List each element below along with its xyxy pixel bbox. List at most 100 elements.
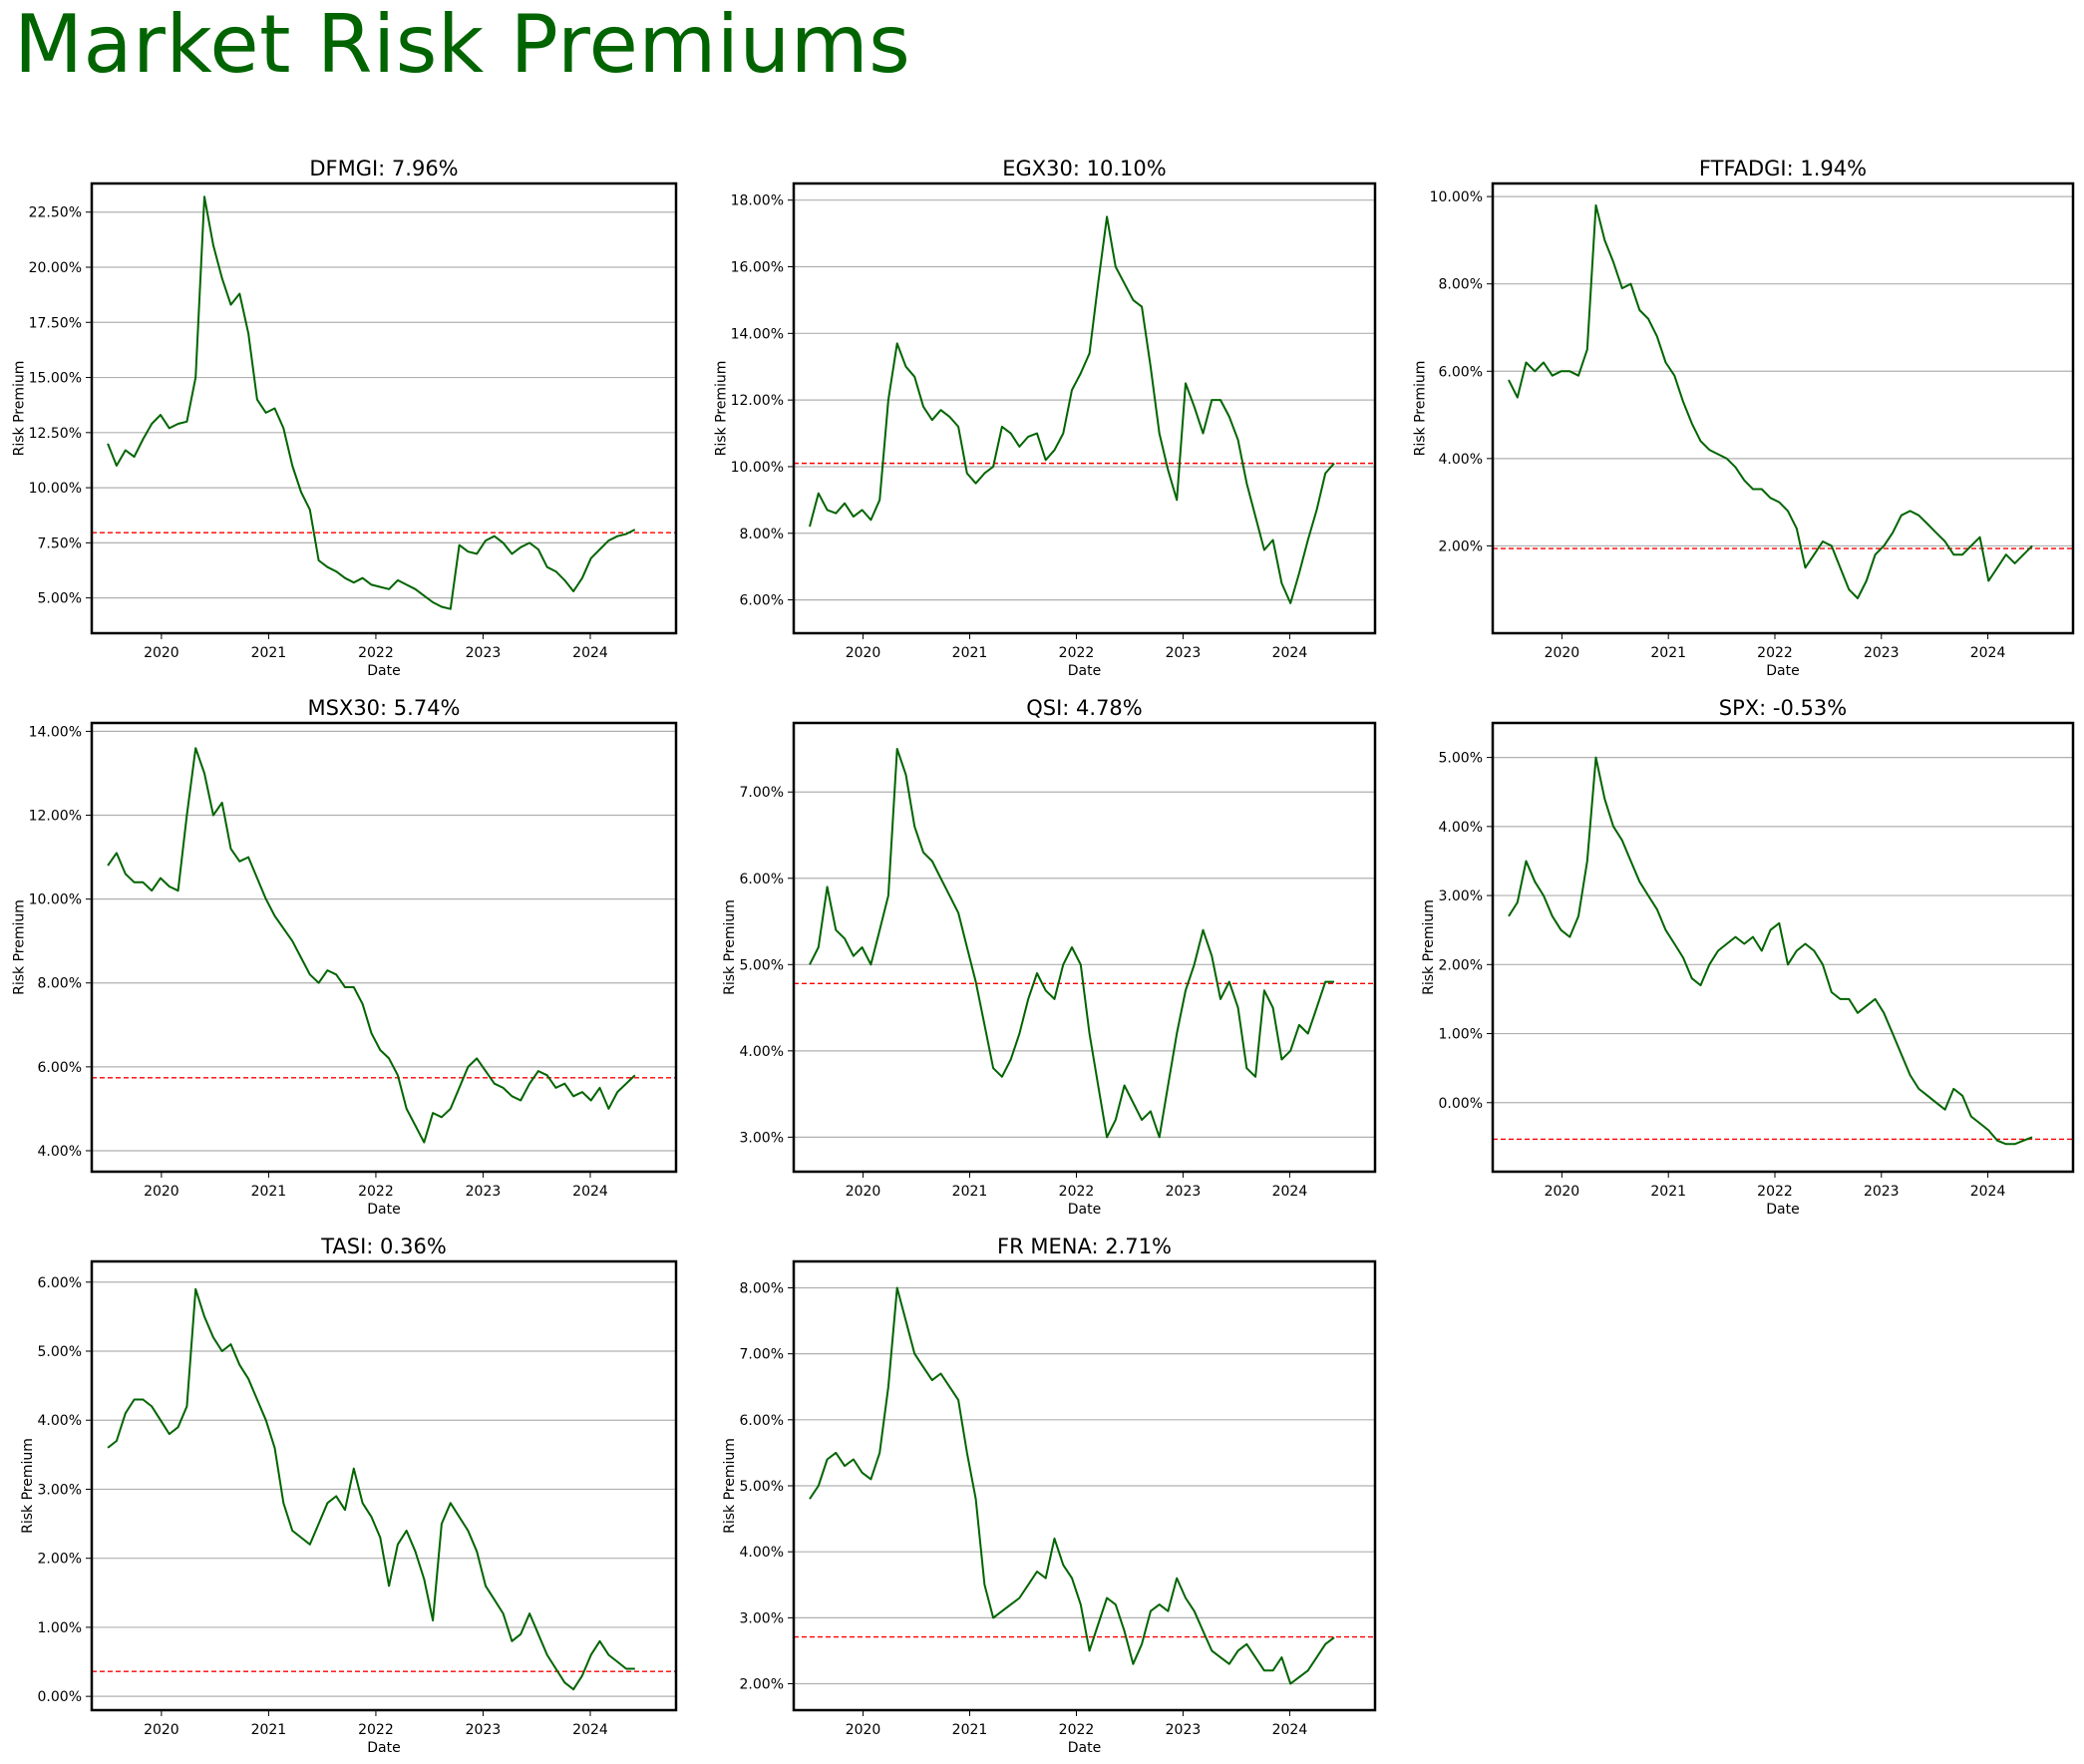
axes-frame <box>90 1259 678 1712</box>
x-axis-label: Date <box>367 1202 400 1218</box>
x-tick-label: 2020 <box>846 1184 881 1200</box>
series-line <box>107 747 636 1144</box>
x-tick-label: 2021 <box>1650 1184 1686 1200</box>
y-tick-label: 10.00% <box>29 892 82 908</box>
y-tick-label: 3.00% <box>1439 888 1483 904</box>
chart-panel: 5.00% 7.50% 10.00% 12.50% 15.00% 17.50% 20.00%… <box>12 157 678 679</box>
x-axis-label: Date <box>367 663 400 679</box>
y-tick-label: 0.00% <box>38 1689 82 1705</box>
y-tick-label: 4.00% <box>38 1144 82 1160</box>
y-tick-label: 4.00% <box>38 1413 82 1429</box>
x-tick-label: 2024 <box>572 1184 608 1200</box>
chart-panel: 0.00% 1.00% 2.00% 3.00% 4.00% 5.00% 2020 2021 20… <box>1421 696 2075 1218</box>
y-axis-label: Risk Premium <box>12 361 28 457</box>
y-axis-label: Risk Premium <box>1413 361 1429 457</box>
chart-panel: 2.00% 3.00% 4.00% 5.00% 6.00% 7.00% 8.00% 2020 2… <box>722 1235 1377 1756</box>
y-tick-label: 20.00% <box>29 260 82 276</box>
x-tick-label: 2023 <box>1864 1184 1900 1200</box>
x-axis-label: Date <box>1068 1202 1101 1218</box>
x-tick-label: 2020 <box>144 645 179 661</box>
y-tick-label: 6.00% <box>38 1060 82 1076</box>
y-tick-label: 8.00% <box>38 976 82 992</box>
y-tick-label: 6.00% <box>740 872 784 887</box>
x-tick-label: 2020 <box>144 1184 179 1200</box>
y-tick-label: 5.00% <box>38 591 82 607</box>
chart-title: DFMGI: 7.96% <box>309 157 458 180</box>
y-axis-label: Risk Premium <box>12 899 28 995</box>
y-tick-label: 17.50% <box>29 315 82 331</box>
chart-title: FR MENA: 2.71% <box>997 1235 1172 1258</box>
x-tick-label: 2024 <box>572 645 608 661</box>
x-tick-label: 2024 <box>1272 1184 1308 1200</box>
y-tick-label: 2.00% <box>1439 538 1483 554</box>
y-tick-label: 4.00% <box>740 1044 784 1060</box>
x-tick-label: 2021 <box>952 1722 988 1738</box>
axes-frame <box>1491 721 2075 1174</box>
x-tick-label: 2023 <box>1166 1184 1202 1200</box>
series-line <box>1508 203 2033 599</box>
y-tick-label: 5.00% <box>38 1344 82 1360</box>
x-axis-label: Date <box>1068 663 1101 679</box>
y-tick-label: 4.00% <box>740 1545 784 1561</box>
x-tick-label: 2024 <box>572 1722 608 1738</box>
chart-panel: 4.00% 6.00% 8.00% 10.00% 12.00% 14.00% 2020 202… <box>12 696 678 1218</box>
y-axis-label: Risk Premium <box>20 1438 36 1534</box>
x-tick-label: 2020 <box>846 1722 881 1738</box>
y-tick-label: 2.00% <box>1439 957 1483 973</box>
x-tick-label: 2023 <box>1166 645 1202 661</box>
x-tick-label: 2023 <box>1864 645 1900 661</box>
y-tick-label: 8.00% <box>1439 277 1483 293</box>
x-tick-label: 2022 <box>358 1184 394 1200</box>
y-tick-label: 14.00% <box>29 724 82 740</box>
axes-frame <box>792 1259 1377 1712</box>
y-tick-label: 16.00% <box>731 260 784 276</box>
y-tick-label: 3.00% <box>740 1610 784 1626</box>
y-tick-label: 5.00% <box>740 957 784 973</box>
y-tick-label: 2.00% <box>740 1677 784 1693</box>
x-tick-label: 2024 <box>1272 1722 1308 1738</box>
x-tick-label: 2020 <box>846 645 881 661</box>
y-tick-label: 5.00% <box>740 1479 784 1495</box>
y-tick-label: 6.00% <box>1439 364 1483 380</box>
axes-frame <box>1491 181 2075 635</box>
axes-frame <box>792 721 1377 1174</box>
x-tick-label: 2024 <box>1970 645 2006 661</box>
x-tick-label: 2022 <box>1059 645 1095 661</box>
y-tick-label: 10.00% <box>29 481 82 497</box>
y-tick-label: 7.00% <box>740 1347 784 1363</box>
series-line <box>1508 756 2033 1146</box>
x-tick-label: 2024 <box>1970 1184 2006 1200</box>
x-axis-label: Date <box>1068 1740 1101 1756</box>
y-axis-label: Risk Premium <box>1421 899 1437 995</box>
y-tick-label: 10.00% <box>1430 189 1483 205</box>
x-tick-label: 2021 <box>251 1184 287 1200</box>
x-tick-label: 2021 <box>251 645 287 661</box>
y-tick-label: 0.00% <box>1439 1096 1483 1112</box>
chart-title: QSI: 4.78% <box>1026 696 1143 720</box>
x-tick-label: 2020 <box>1545 645 1580 661</box>
x-tick-label: 2023 <box>466 645 502 661</box>
y-tick-label: 8.00% <box>740 1280 784 1296</box>
series-line <box>107 1287 635 1691</box>
y-tick-label: 7.00% <box>740 785 784 801</box>
chart-title: MSX30: 5.74% <box>307 696 460 720</box>
y-tick-label: 14.00% <box>731 326 784 342</box>
y-tick-label: 7.50% <box>38 535 82 551</box>
x-tick-label: 2020 <box>144 1722 179 1738</box>
chart-panel: 6.00% 8.00% 10.00% 12.00% 14.00% 16.00% 18.00%… <box>714 157 1377 679</box>
x-tick-label: 2022 <box>1059 1722 1095 1738</box>
chart-panel: 2.00% 4.00% 6.00% 8.00% 10.00% 2020 2021 2022 20… <box>1413 157 2075 679</box>
y-tick-label: 22.50% <box>29 205 82 221</box>
y-tick-label: 4.00% <box>1439 452 1483 468</box>
y-tick-label: 8.00% <box>740 527 784 542</box>
chart-title: TASI: 0.36% <box>320 1235 447 1258</box>
page-title: Market Risk Premiums <box>14 0 911 91</box>
x-tick-label: 2023 <box>1166 1722 1202 1738</box>
y-tick-label: 15.00% <box>29 371 82 387</box>
x-tick-label: 2021 <box>952 645 988 661</box>
x-tick-label: 2022 <box>1757 645 1793 661</box>
x-tick-label: 2020 <box>1545 1184 1580 1200</box>
y-tick-label: 10.00% <box>731 460 784 476</box>
x-tick-label: 2023 <box>466 1184 502 1200</box>
